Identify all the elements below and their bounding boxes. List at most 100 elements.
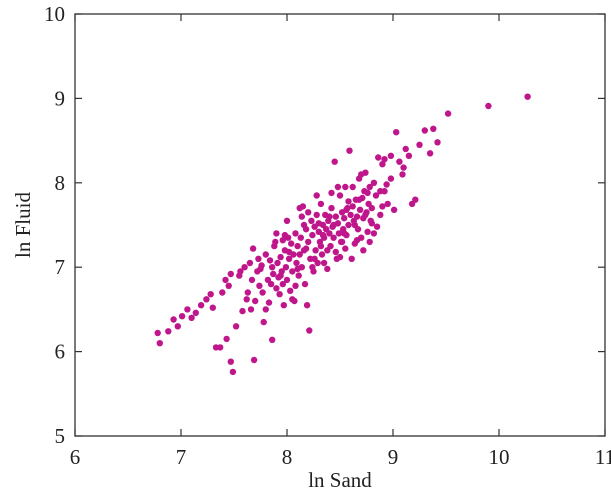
data-point [246, 259, 254, 267]
data-point [289, 296, 296, 303]
data-point [383, 181, 390, 188]
data-point [285, 255, 293, 262]
data-point [349, 183, 356, 191]
y-tick-label: 5 [55, 424, 66, 448]
data-point [400, 164, 407, 171]
data-point [430, 125, 437, 132]
data-point [347, 211, 354, 219]
data-point [346, 147, 353, 154]
data-point [270, 270, 277, 278]
data-point [227, 358, 234, 365]
data-point [416, 141, 423, 148]
data-point [351, 221, 358, 229]
data-point [302, 245, 310, 252]
plot-border [74, 13, 606, 437]
data-point [332, 248, 339, 256]
data-point [377, 188, 384, 195]
data-point [184, 306, 191, 313]
data-point [485, 102, 492, 110]
data-point [269, 336, 276, 343]
data-point [207, 291, 214, 298]
data-point [241, 264, 248, 271]
data-point [294, 242, 301, 250]
data-point [259, 289, 266, 296]
data-point [306, 327, 313, 334]
plot-frame [74, 13, 606, 437]
data-point [342, 183, 349, 191]
data-point [309, 264, 316, 271]
data-point [379, 161, 386, 168]
axis-ticks [74, 13, 606, 437]
data-point [317, 200, 325, 208]
data-point [305, 209, 312, 216]
data-point [305, 238, 312, 246]
data-point [324, 265, 331, 273]
data-point [266, 257, 274, 264]
data-point [154, 329, 161, 337]
y-tick-label: 7 [55, 255, 66, 279]
data-point [353, 237, 361, 244]
data-point [217, 344, 224, 351]
data-point [249, 245, 257, 252]
data-point [203, 296, 210, 303]
data-point [381, 156, 388, 163]
data-point [295, 272, 302, 279]
x-tick-label: 11 [595, 445, 611, 469]
x-tick-label: 10 [489, 445, 510, 469]
data-point [412, 196, 419, 203]
data-point [260, 318, 267, 326]
data-point [328, 204, 335, 212]
data-point [277, 253, 284, 261]
data-point [370, 230, 378, 237]
data-point [444, 110, 452, 117]
data-point [313, 211, 320, 219]
x-axis-label: ln Sand [308, 468, 372, 492]
data-point [355, 196, 363, 203]
data-point [289, 268, 296, 275]
x-tick-label: 7 [176, 445, 187, 469]
data-point [265, 299, 273, 306]
y-tick-label: 6 [55, 340, 66, 364]
data-point [393, 129, 400, 136]
data-point [281, 231, 289, 239]
data-point [293, 259, 300, 267]
data-point [426, 150, 434, 157]
data-point [298, 213, 305, 220]
data-point [341, 215, 348, 222]
data-point [372, 192, 380, 199]
data-point [366, 238, 373, 246]
data-point [387, 175, 395, 182]
data-point [341, 230, 348, 237]
data-point [349, 203, 356, 210]
data-point [387, 152, 395, 159]
data-point [174, 323, 181, 330]
data-point [219, 289, 226, 296]
data-point [247, 306, 255, 313]
data-point [244, 289, 251, 296]
data-point [336, 253, 344, 261]
data-point [343, 206, 350, 213]
data-point [292, 230, 299, 237]
data-point [368, 220, 375, 227]
data-point [373, 223, 381, 230]
data-point [313, 192, 320, 199]
data-point [170, 316, 177, 323]
data-point [364, 228, 371, 235]
data-point [300, 221, 308, 229]
x-tick-label: 6 [70, 445, 81, 469]
data-point [256, 282, 263, 289]
data-point [370, 179, 378, 186]
data-point [368, 204, 375, 212]
data-point [252, 297, 259, 305]
data-point [317, 242, 325, 250]
data-point [330, 234, 337, 241]
data-point [360, 247, 367, 254]
data-point [301, 280, 309, 288]
data-point [222, 276, 229, 284]
data-point [225, 282, 232, 289]
data-point [364, 189, 371, 197]
data-point [312, 247, 319, 254]
data-point [272, 238, 279, 246]
data-point [377, 211, 384, 219]
